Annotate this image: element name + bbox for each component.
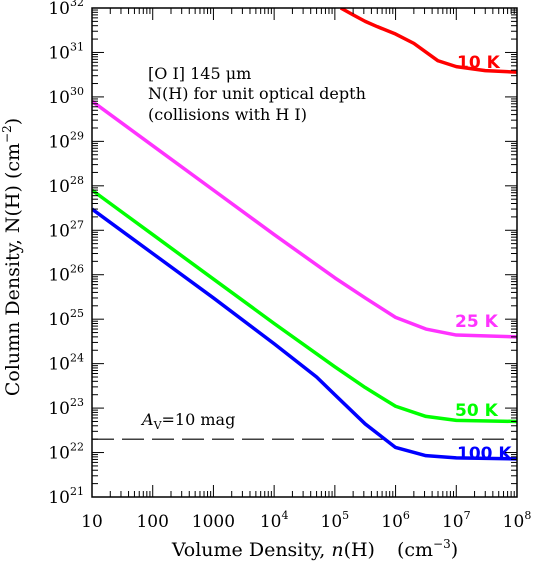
series-group: 10 K 25 K 50 K 100 K	[92, 8, 517, 464]
av-label-var: A	[140, 410, 154, 429]
av-label-rest: =10 mag	[162, 410, 236, 429]
series-label-100k: 100 K	[457, 444, 512, 464]
x-axis-title: Volume Density, n(H) (cm−3)	[171, 537, 458, 561]
series-label-10k: 10 K	[457, 53, 501, 73]
y-tick-label: 1032	[48, 0, 84, 19]
av-reference-label: AV=10 mag	[140, 410, 235, 432]
y-tick-label: 1029	[48, 129, 84, 152]
y-tick-label: 1026	[48, 263, 84, 286]
x-tick-label: 1000	[192, 512, 235, 532]
series-label-25k: 25 K	[455, 312, 499, 332]
plot-frame	[91, 7, 518, 498]
x-tick-label: 106	[381, 509, 410, 532]
x-tick-label: 104	[260, 509, 289, 532]
x-axis-title-unit-close: )	[451, 539, 458, 561]
x-axis-title-unit: (cm	[397, 539, 433, 561]
y-axis-title-main: Column Density, N(H) (cm	[2, 143, 24, 396]
series-line-100k	[92, 207, 517, 461]
annotation-line-1: [O I] 145 μm	[148, 64, 251, 83]
annotation-line-3: (collisions with H I)	[148, 105, 307, 124]
y-tick-label: 1025	[48, 307, 84, 330]
x-axis-title-var: n	[331, 539, 343, 561]
x-tick-label: 100	[136, 512, 168, 532]
y-tick-labels: 1021 1022 1023 1024 1025 1026 1027 1028 1029 1030…	[48, 0, 84, 508]
series-line-10k	[339, 8, 517, 74]
y-tick-label: 1028	[48, 174, 84, 197]
y-tick-label: 1023	[48, 396, 84, 419]
x-tick-label: 108	[503, 509, 532, 532]
series-label-50k: 50 K	[455, 401, 499, 421]
y-tick-label: 1027	[48, 218, 84, 241]
series-line-25k	[92, 99, 517, 339]
x-tick-label: 107	[442, 509, 471, 532]
y-tick-label: 1031	[48, 40, 84, 63]
x-axis-title-arg: (H)	[344, 539, 375, 561]
av-label-sub: V	[153, 419, 163, 432]
y-tick-label: 1021	[48, 485, 84, 508]
x-axis-title-unit-exp: −3	[433, 537, 451, 551]
y-axis-title: Column Density, N(H) (cm−2)	[0, 118, 24, 396]
x-tick-label: 10	[81, 512, 103, 532]
annotation-line-2: N(H) for unit optical depth	[148, 84, 366, 103]
y-tick-label: 1022	[48, 441, 84, 464]
axis-ticks	[91, 8, 517, 498]
y-tick-label: 1030	[48, 85, 84, 108]
x-tick-labels: 10 100 1000 104 105 106 107 108	[81, 509, 531, 532]
x-tick-label: 105	[321, 509, 350, 532]
series-line-50k	[92, 188, 517, 424]
y-axis-title-exp: −2	[0, 125, 14, 143]
y-axis-title-close: )	[2, 118, 24, 125]
x-axis-title-main: Volume Density,	[171, 539, 332, 561]
y-tick-label: 1024	[48, 352, 84, 375]
